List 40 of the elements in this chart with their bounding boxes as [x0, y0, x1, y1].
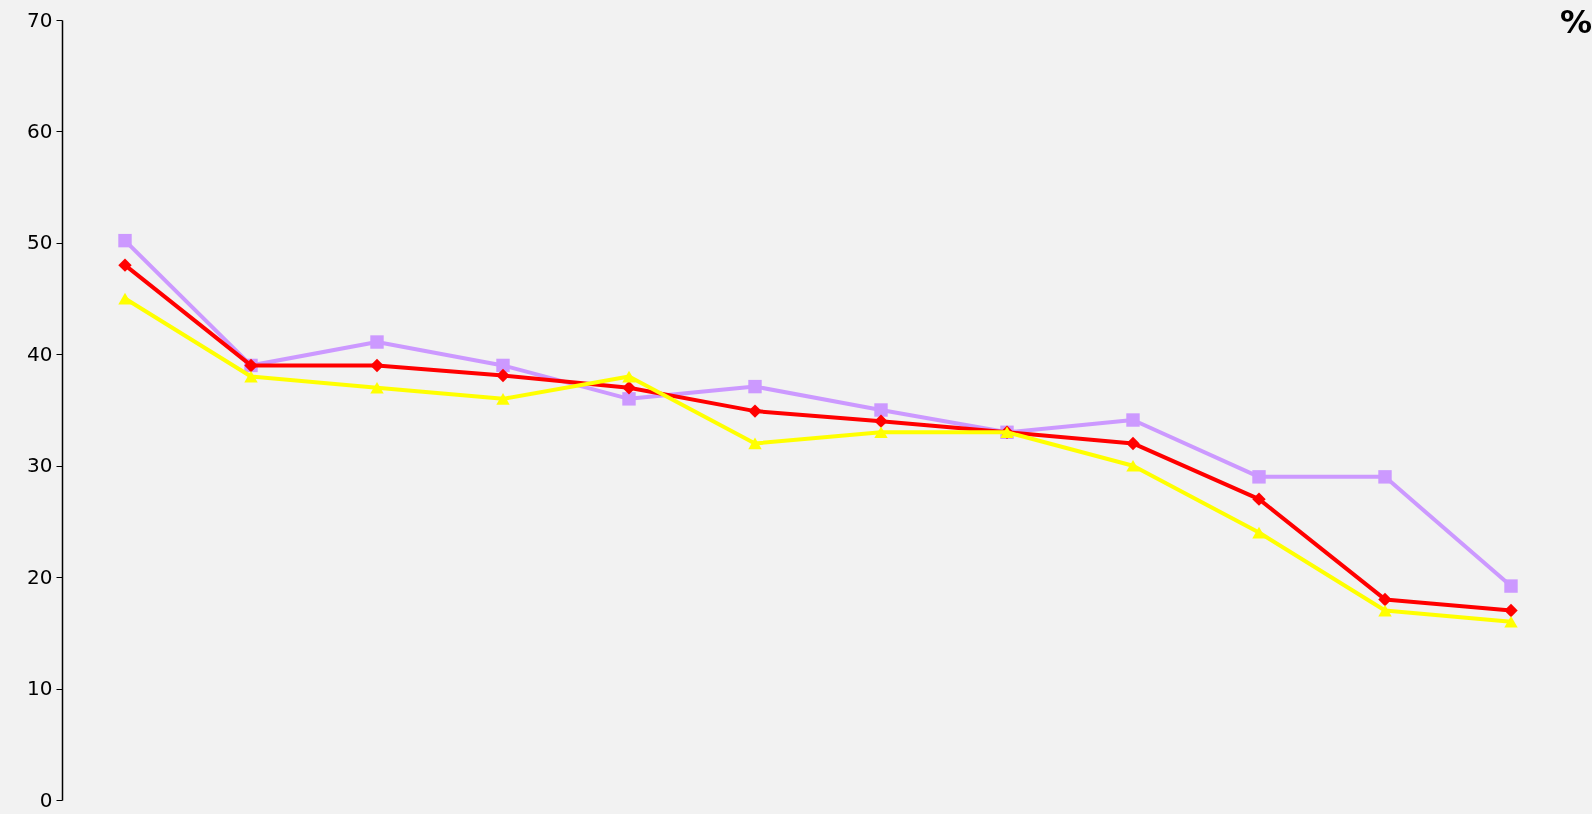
- y-tick-label: 0: [39, 787, 53, 812]
- point: [496, 393, 510, 405]
- point: [874, 403, 888, 417]
- point: [118, 258, 132, 272]
- y-tick-label: 70: [27, 7, 53, 32]
- point: [748, 379, 762, 394]
- point: [496, 358, 510, 373]
- point: [1252, 492, 1266, 506]
- point: [1378, 592, 1392, 607]
- point: [1126, 436, 1140, 451]
- point: [370, 381, 384, 394]
- y-tick-label: 60: [27, 118, 53, 143]
- point: [748, 404, 762, 418]
- point: [1252, 470, 1266, 484]
- point: [370, 358, 384, 373]
- point: [1378, 470, 1392, 484]
- y-axis-title: %: [1559, 3, 1592, 41]
- point: [496, 368, 510, 383]
- point: [1504, 603, 1518, 618]
- point: [874, 414, 888, 428]
- y-tick-label: 40: [27, 341, 53, 366]
- point: [1504, 615, 1518, 628]
- point: [622, 370, 636, 383]
- point: [748, 437, 762, 450]
- y-tick-label: 50: [27, 230, 53, 255]
- point: [622, 381, 636, 395]
- point: [874, 426, 888, 439]
- y-tick-label: 30: [27, 453, 53, 478]
- y-tick-label: 20: [27, 564, 53, 589]
- point: [1126, 459, 1140, 472]
- point: [622, 392, 636, 406]
- point: [244, 370, 258, 383]
- point: [1252, 526, 1266, 539]
- point: [1378, 604, 1392, 617]
- point: [1504, 579, 1518, 593]
- point: [1126, 413, 1140, 427]
- point: [118, 233, 132, 248]
- point: [370, 335, 384, 349]
- y-tick-label: 10: [27, 676, 53, 701]
- point: [118, 292, 132, 305]
